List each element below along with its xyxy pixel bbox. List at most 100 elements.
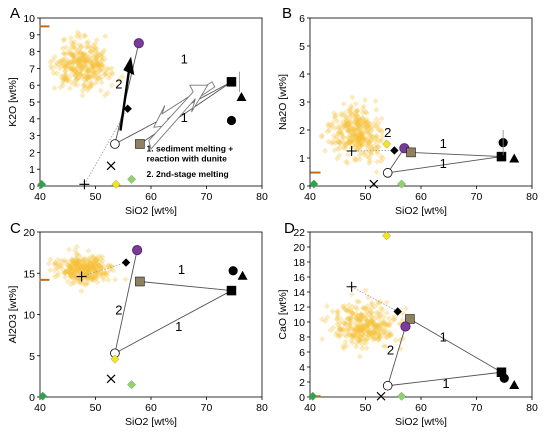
cloud-point: [98, 264, 105, 271]
cloud-point: [371, 323, 378, 330]
cloud-point: [89, 81, 96, 88]
cloud-point: [106, 72, 113, 79]
cloud-point: [91, 261, 98, 268]
cloud-point: [362, 315, 369, 322]
square-marker: [496, 151, 507, 162]
diamond-marker: [111, 179, 121, 189]
cloud-point: [373, 313, 380, 320]
circle_open-marker: [382, 380, 393, 391]
cloud-point: [82, 53, 89, 60]
cloud-point: [86, 266, 93, 273]
cloud-point: [363, 109, 370, 116]
cloud-point: [72, 274, 79, 281]
cloud-point: [335, 333, 342, 340]
cloud-point: [99, 61, 106, 68]
cloud-point: [81, 84, 88, 91]
cloud-point: [89, 62, 96, 69]
cloud-point: [345, 119, 352, 126]
cloud-point: [67, 271, 74, 278]
cloud-point: [99, 270, 106, 277]
cloud-point: [342, 122, 349, 129]
x-tick-label: 50: [90, 402, 102, 414]
cloud-point: [91, 48, 98, 55]
y-tick-label: 10: [23, 13, 35, 25]
cloud-point: [70, 279, 77, 286]
cloud-point: [81, 62, 88, 69]
cloud-point: [372, 335, 379, 342]
cloud-point: [86, 259, 93, 266]
cloud-point: [358, 135, 365, 142]
x-tick-label: 80: [526, 191, 538, 203]
cloud-point: [73, 261, 80, 268]
diamond-marker: [397, 391, 407, 401]
cloud-point: [78, 256, 85, 263]
cloud-point: [81, 72, 88, 79]
y-tick-label: 20: [293, 242, 305, 254]
cloud-point: [97, 256, 104, 263]
cloud-point: [374, 150, 381, 157]
cloud-point: [345, 126, 352, 133]
cloud-point: [346, 123, 353, 130]
cloud-point: [361, 327, 368, 334]
data-cloud: [318, 94, 387, 176]
cloud-point: [379, 318, 386, 325]
cloud-point: [352, 303, 359, 310]
cloud-point: [91, 265, 98, 272]
cloud-point: [75, 70, 82, 77]
cloud-point: [77, 263, 84, 270]
cloud-point: [343, 121, 350, 128]
cloud-point: [364, 146, 371, 153]
cloud-point: [353, 343, 360, 350]
cloud-point: [350, 139, 357, 146]
cloud-point: [93, 73, 100, 80]
cloud-point: [359, 130, 366, 137]
cloud-point: [353, 316, 360, 323]
cloud-point: [54, 256, 61, 263]
cloud-point: [105, 262, 112, 269]
cloud-point: [84, 267, 91, 274]
cloud-point: [60, 37, 67, 44]
cloud-point: [86, 54, 93, 61]
cloud-point: [100, 277, 107, 284]
cloud-point: [63, 44, 70, 51]
cloud-point: [71, 58, 78, 65]
cloud-point: [94, 61, 101, 68]
cloud-point: [91, 274, 98, 281]
cloud-point: [81, 270, 88, 277]
cloud-point: [354, 107, 361, 114]
cloud-point: [365, 332, 372, 339]
cloud-point: [73, 268, 80, 275]
cloud-point: [76, 261, 83, 268]
cloud-point: [89, 262, 96, 269]
cloud-point: [60, 50, 67, 57]
cloud-point: [335, 313, 342, 320]
cloud-point: [85, 66, 92, 73]
cloud-point: [77, 262, 84, 269]
cloud-point: [379, 320, 386, 327]
cloud-point: [87, 79, 94, 86]
cloud-point: [105, 75, 112, 82]
cloud-point: [382, 327, 389, 334]
cloud-point: [383, 309, 390, 316]
data-cloud: [47, 29, 126, 99]
cloud-point: [77, 49, 84, 56]
cloud-point: [93, 76, 100, 83]
cloud-point: [84, 57, 91, 64]
cloud-point: [75, 258, 82, 265]
cloud-point: [366, 159, 373, 166]
cloud-point: [85, 257, 92, 264]
trend-line: [114, 250, 138, 354]
cloud-point: [84, 267, 91, 274]
cloud-point: [375, 322, 382, 329]
cloud-point: [367, 309, 374, 316]
x-tick-label: 60: [415, 402, 427, 414]
cloud-point: [360, 135, 367, 142]
cloud-point: [375, 332, 382, 339]
cloud-point: [98, 53, 105, 60]
cloud-point: [343, 343, 350, 350]
cloud-point: [353, 120, 360, 127]
cloud-point: [364, 139, 371, 146]
cloud-point: [354, 328, 361, 335]
cloud-point: [385, 331, 392, 338]
cloud-point: [65, 246, 72, 253]
